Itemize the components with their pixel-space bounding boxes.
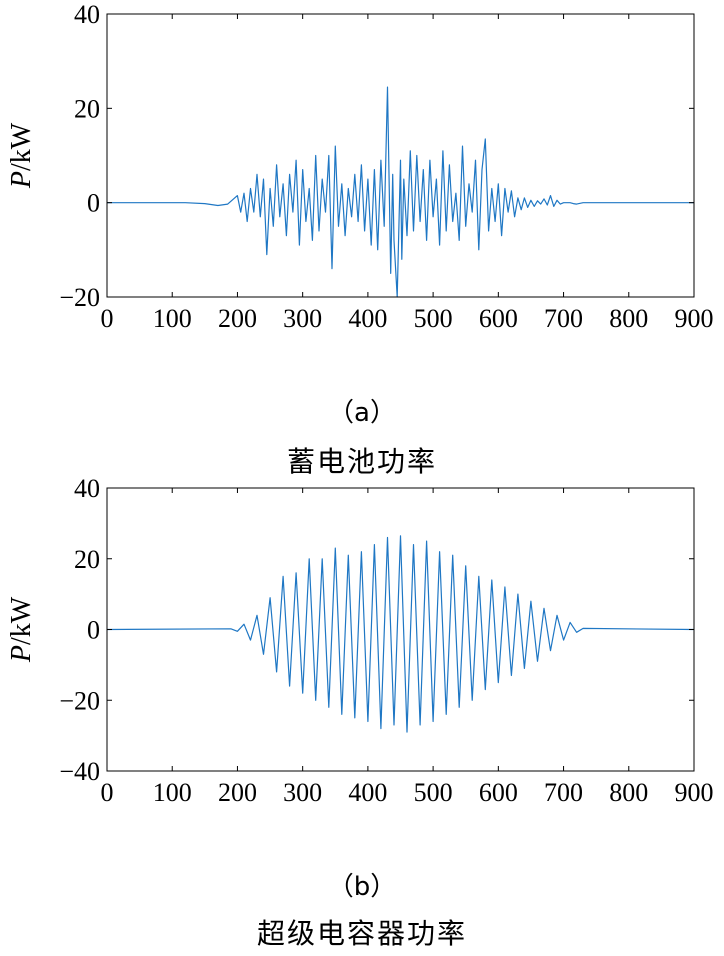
y-tick-label: 40	[74, 0, 100, 29]
x-tick-label: 200	[218, 778, 257, 804]
x-tick-label: 100	[153, 778, 192, 804]
plot-area-b: 0100200300400500600700800900−40−2002040t…	[59, 474, 713, 804]
y-tick-label: −40	[59, 757, 100, 786]
x-tick-label: 300	[283, 778, 322, 804]
plot-area-a: 0100200300400500600700800900−2002040t/mi…	[59, 0, 713, 330]
y-tick-label: −20	[59, 686, 100, 715]
x-tick-label: 100	[153, 304, 192, 330]
y-axis-label-a: P/kW	[6, 122, 37, 189]
x-tick-label: 200	[218, 304, 257, 330]
x-tick-label: 800	[609, 304, 648, 330]
x-tick-label: 500	[414, 304, 453, 330]
x-tick-label: 900	[675, 778, 714, 804]
y-axis-label-b: P/kW	[6, 596, 37, 663]
series-line-0-0	[107, 86, 694, 298]
x-tick-label: 700	[544, 778, 583, 804]
y-tick-label: −20	[59, 283, 100, 312]
x-tick-label: 0	[101, 778, 114, 804]
y-tick-label: 20	[74, 545, 100, 574]
series-line-1-0	[106, 535, 695, 733]
y-tick-label: 0	[87, 616, 100, 645]
x-tick-label: 0	[101, 304, 114, 330]
y-tick-label: 20	[74, 94, 100, 123]
chart-b-subcaption: （b）	[327, 872, 397, 902]
chart-a-subcaption: （a）	[328, 398, 396, 428]
x-tick-label: 600	[479, 778, 518, 804]
x-tick-label: 800	[609, 778, 648, 804]
x-tick-label: 400	[348, 304, 387, 330]
y-tick-label: 0	[87, 189, 100, 218]
chart-b-title: 超级电容器功率	[256, 917, 467, 950]
chart-supercapacitor-power: 0100200300400500600700800900−40−2002040t…	[6, 474, 714, 804]
y-axis-label-text: P/kW	[6, 122, 37, 189]
x-tick-label: 900	[675, 304, 714, 330]
chart-battery-power: 0100200300400500600700800900−2002040t/mi…	[6, 0, 714, 330]
x-tick-label: 400	[348, 778, 387, 804]
chart-a-title: 蓄电池功率	[286, 445, 437, 478]
x-tick-label: 300	[283, 304, 322, 330]
x-tick-label: 700	[544, 304, 583, 330]
x-tick-label: 500	[414, 778, 453, 804]
y-axis-label-text: P/kW	[6, 596, 37, 663]
y-tick-label: 40	[74, 474, 100, 503]
x-tick-label: 600	[479, 304, 518, 330]
plot-frame	[106, 13, 695, 298]
